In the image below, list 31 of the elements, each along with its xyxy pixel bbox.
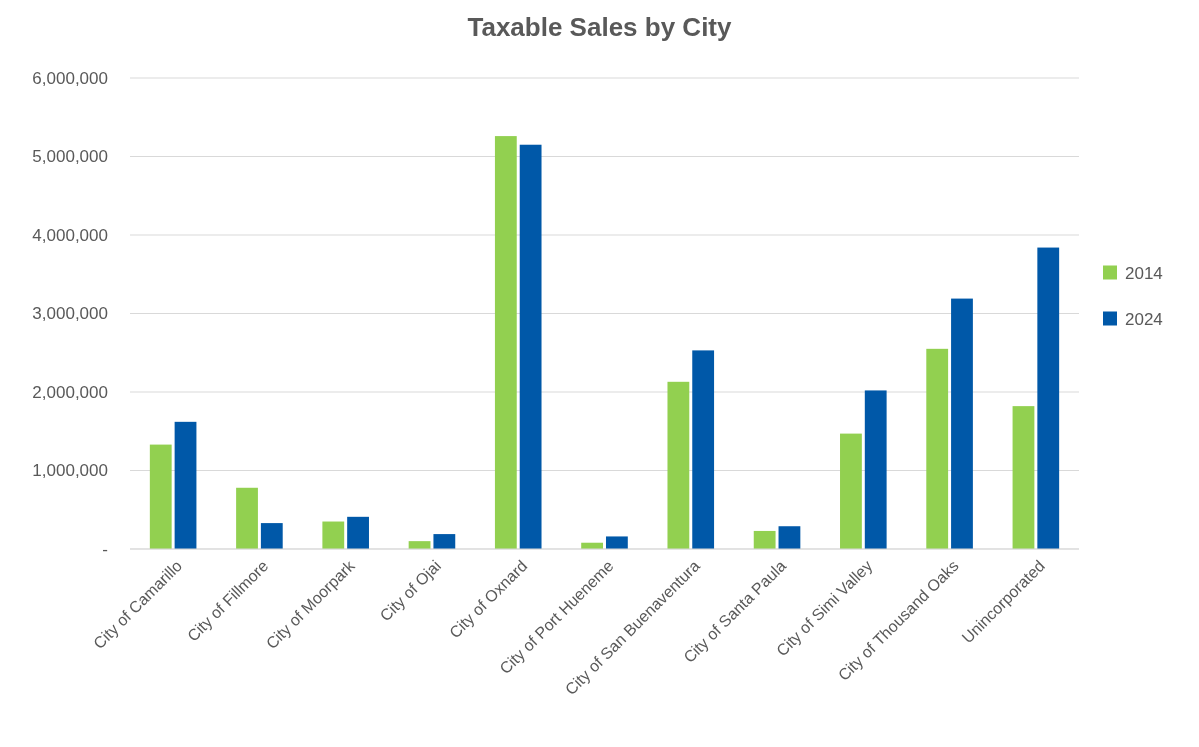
bar bbox=[260, 523, 283, 549]
bar bbox=[753, 530, 776, 549]
bar bbox=[494, 136, 517, 549]
legend-label: 2014 bbox=[1125, 264, 1163, 284]
y-tick-label: 5,000,000 bbox=[32, 147, 108, 167]
y-tick-label: 3,000,000 bbox=[32, 304, 108, 324]
bar bbox=[951, 298, 973, 549]
bar bbox=[174, 421, 197, 549]
bar bbox=[605, 536, 628, 549]
bar bbox=[1012, 406, 1035, 549]
y-tick-label: 6,000,000 bbox=[32, 68, 108, 88]
bar bbox=[864, 390, 887, 549]
bar bbox=[692, 350, 715, 549]
bar bbox=[433, 534, 456, 549]
bar bbox=[778, 526, 801, 549]
bar bbox=[667, 381, 690, 549]
legend-label: 2024 bbox=[1125, 310, 1163, 330]
y-tick-label: - bbox=[102, 539, 108, 559]
bar bbox=[519, 144, 542, 549]
bar bbox=[149, 444, 172, 549]
y-tick-label: 2,000,000 bbox=[32, 382, 108, 402]
bar bbox=[840, 433, 862, 549]
bar bbox=[1037, 247, 1060, 549]
bar bbox=[236, 487, 258, 549]
y-tick-label: 4,000,000 bbox=[32, 225, 108, 245]
chart-title: Taxable Sales by City bbox=[467, 12, 733, 42]
y-tick-label: 1,000,000 bbox=[32, 461, 108, 481]
x-tick-label: City of Ojai bbox=[376, 557, 445, 625]
bar bbox=[926, 348, 949, 549]
bar bbox=[322, 521, 345, 549]
bar bbox=[347, 516, 369, 549]
